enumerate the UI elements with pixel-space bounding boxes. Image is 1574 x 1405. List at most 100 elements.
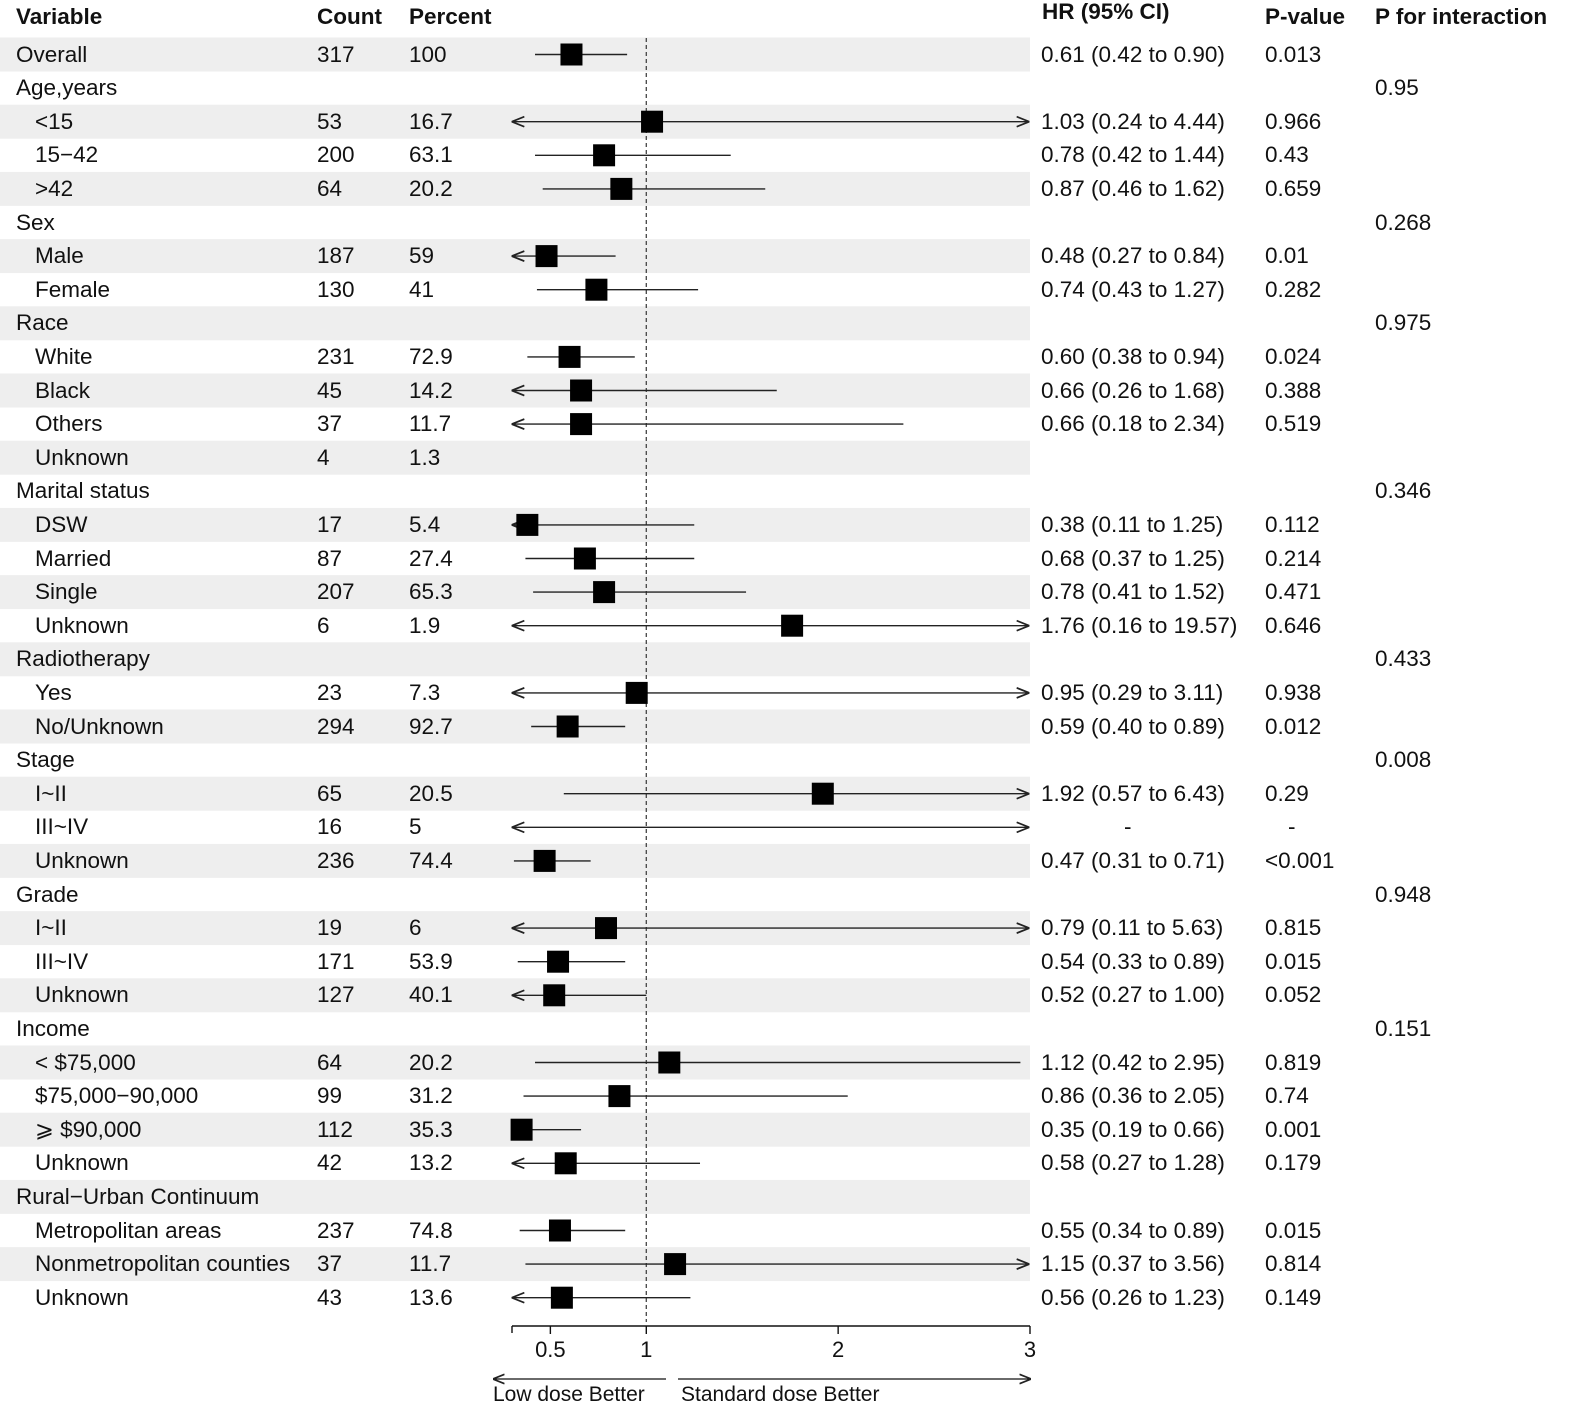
- table-row: Age,years 0.95: [0, 71, 1574, 105]
- percent-value: 100: [409, 41, 447, 67]
- count-value: 200: [317, 142, 355, 168]
- percent-value: 72.9: [409, 343, 453, 369]
- subgroup-label: Single: [35, 579, 98, 605]
- table-row: Female 130 41 0.74 (0.43 to 1.27) 0.282: [0, 273, 1574, 307]
- row-stripe: [0, 575, 1030, 610]
- table-row: $75,000−90,000 99 31.2 0.86 (0.36 to 2.05) 0…: [0, 1079, 1574, 1113]
- table-row: Radiotherapy 0.433: [0, 642, 1574, 676]
- subgroup-label: I~II: [35, 780, 67, 806]
- percent-value: 31.2: [409, 1083, 453, 1109]
- p-value: 0.112: [1265, 511, 1320, 537]
- count-value: 294: [317, 713, 355, 739]
- hr-ci-value: 0.66 (0.18 to 2.34): [1041, 411, 1225, 437]
- hr-ci-value: 0.38 (0.11 to 1.25): [1041, 511, 1224, 537]
- count-value: 187: [317, 243, 355, 269]
- hr-ci-value: 0.87 (0.46 to 1.62): [1041, 175, 1225, 201]
- p-interaction-value: 0.433: [1375, 646, 1432, 672]
- count-value: 23: [317, 679, 343, 705]
- count-value: 64: [317, 175, 343, 201]
- p-interaction-value: 0.948: [1375, 881, 1432, 907]
- subgroup-label: Black: [35, 377, 91, 403]
- count-value: 317: [317, 41, 355, 67]
- hr-ci-value: 0.68 (0.37 to 1.25): [1041, 545, 1225, 571]
- percent-value: 35.3: [409, 1116, 453, 1142]
- row-stripe: [0, 440, 1030, 475]
- p-value: 0.388: [1265, 377, 1322, 403]
- table-row: Single 207 65.3 0.78 (0.41 to 1.52) 0.471: [0, 575, 1574, 609]
- group-label: Race: [16, 310, 69, 336]
- subgroup-label: III~IV: [35, 814, 89, 840]
- hr-point: [585, 278, 608, 301]
- table-row: ⩾ $90,000 112 35.3 0.35 (0.19 to 0.66) 0.001: [0, 1113, 1574, 1147]
- percent-value: 11.7: [409, 411, 452, 437]
- count-value: 87: [317, 545, 343, 571]
- subgroup-label: <15: [35, 108, 74, 134]
- hr-point: [548, 1219, 571, 1242]
- hr-point: [560, 43, 583, 66]
- percent-value: 41: [409, 276, 435, 302]
- hr-point: [781, 614, 804, 637]
- hr-ci-value: 0.78 (0.42 to 1.44): [1041, 142, 1225, 168]
- hr-ci-value: 0.86 (0.36 to 2.05): [1041, 1083, 1225, 1109]
- hr-point: [593, 144, 616, 167]
- hr-ci-value: 0.56 (0.26 to 1.23): [1041, 1284, 1225, 1310]
- hr-point: [593, 581, 616, 604]
- p-value: <0.001: [1265, 847, 1335, 873]
- group-label: Radiotherapy: [16, 646, 150, 672]
- row-stripe: [0, 1179, 1030, 1214]
- hr-ci-value: 0.55 (0.34 to 0.89): [1041, 1217, 1225, 1243]
- percent-value: 40.1: [409, 982, 453, 1008]
- row-stripe: [0, 171, 1030, 206]
- subgroup-label: 15−42: [35, 142, 99, 168]
- table-row: Unknown 4 1.3: [0, 441, 1574, 475]
- header-row: Variable Count Percent HR (95% CI) P-value P …: [0, 0, 1574, 34]
- table-row: Income 0.151: [0, 1012, 1574, 1046]
- subgroup-label: DSW: [35, 511, 88, 537]
- hr-point: [510, 1118, 533, 1141]
- hr-point: [543, 984, 566, 1007]
- table-row: III~IV 171 53.9 0.54 (0.33 to 0.89) 0.015: [0, 945, 1574, 979]
- count-value: 237: [317, 1217, 355, 1243]
- count-value: 37: [317, 411, 343, 437]
- p-value: 0.471: [1265, 579, 1322, 605]
- p-interaction-value: 0.008: [1375, 747, 1432, 773]
- table-row: Black 45 14.2 0.66 (0.26 to 1.68) 0.388: [0, 374, 1574, 408]
- hr-ci-value: 1.03 (0.24 to 4.44): [1041, 108, 1225, 134]
- hr-point: [610, 177, 633, 200]
- hr-point: [550, 1286, 573, 1309]
- percent-value: 6: [409, 915, 422, 941]
- hr-ci-value: 1.12 (0.42 to 2.95): [1041, 1049, 1225, 1075]
- p-value: 0.001: [1265, 1116, 1322, 1142]
- subgroup-label: No/Unknown: [35, 713, 164, 739]
- hr-point: [535, 245, 558, 268]
- subgroup-label: III~IV: [35, 948, 89, 974]
- count-value: 130: [317, 276, 355, 302]
- p-value: 0.282: [1265, 276, 1322, 302]
- group-label: Grade: [16, 881, 79, 907]
- hr-point: [547, 950, 570, 973]
- hr-ci-value: -: [1124, 814, 1132, 840]
- p-value: 0.659: [1265, 175, 1322, 201]
- hr-ci-value: 1.92 (0.57 to 6.43): [1041, 780, 1225, 806]
- percent-value: 13.6: [409, 1284, 453, 1310]
- percent-value: 20.5: [409, 780, 453, 806]
- table-row: < $75,000 64 20.2 1.12 (0.42 to 2.95) 0.819: [0, 1046, 1574, 1080]
- hr-ci-value: 1.15 (0.37 to 3.56): [1041, 1251, 1225, 1277]
- header-hr: HR (95% CI): [1042, 0, 1170, 24]
- table-row: Others 37 11.7 0.66 (0.18 to 2.34) 0.519: [0, 407, 1574, 441]
- hr-point: [664, 1253, 687, 1276]
- count-value: 236: [317, 847, 355, 873]
- table-row: Marital status 0.346: [0, 474, 1574, 508]
- table-row: III~IV 16 5 - -: [0, 810, 1574, 844]
- header-variable: Variable: [16, 4, 103, 29]
- percent-value: 1.3: [409, 444, 441, 470]
- hr-ci-value: 0.66 (0.26 to 1.68): [1041, 377, 1225, 403]
- p-value: 0.815: [1265, 915, 1322, 941]
- p-value: 0.015: [1265, 1217, 1322, 1243]
- header-pvalue: P-value: [1265, 4, 1346, 29]
- percent-value: 92.7: [409, 713, 453, 739]
- table-row: Sex 0.268: [0, 206, 1574, 240]
- group-label: Age,years: [16, 75, 118, 101]
- count-value: 37: [317, 1251, 343, 1277]
- hr-point: [558, 345, 581, 368]
